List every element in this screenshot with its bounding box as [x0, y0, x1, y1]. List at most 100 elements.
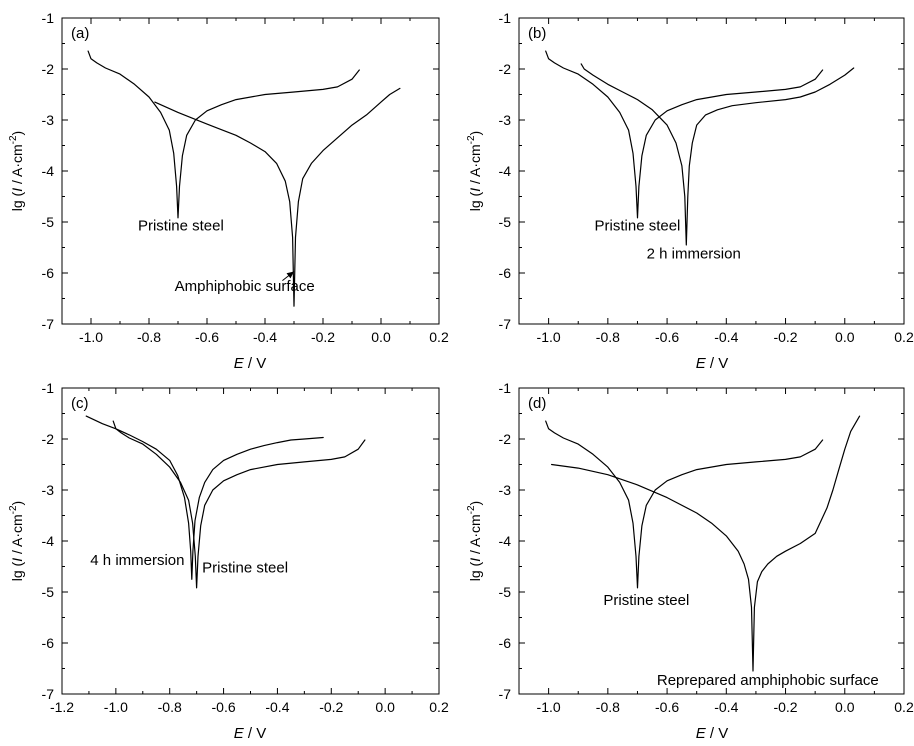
panel-a-annotation-arrowhead [286, 271, 294, 279]
panel-b-y-tick-label: -4 [499, 163, 512, 179]
panel-a-y-axis-label-sup: -2 [8, 135, 19, 144]
panel-c-y-tick-label: -5 [42, 584, 55, 600]
panel-c-annotation-pristine-steel: Pristine steel [202, 560, 288, 577]
panel-a-x-axis-label: E / V [234, 355, 267, 372]
panel-d-y-axis-label-italic: I [467, 558, 483, 562]
panel-c-curve-4-h-immersion [85, 415, 324, 580]
panel-d-y-axis-label: lg (I / A·cm-2) [466, 501, 483, 581]
panel-d-y-tick-label: -3 [499, 482, 512, 498]
panel-a-y-axis-label-italic: I [9, 188, 25, 192]
panel-b-y-tick-label: -5 [499, 214, 512, 230]
panel-d-curve-reprepared-amphiphobic-surface [551, 415, 861, 672]
panel-b-y-tick-label: -3 [499, 112, 512, 128]
panel-b-y-axis-label-sup: -2 [466, 135, 477, 144]
panel-c-x-tick-label: -0.6 [212, 699, 236, 715]
panel-d-plot-frame [518, 387, 905, 695]
panel-d-y-tick-label: -7 [499, 686, 512, 702]
panel-a-y-axis-label-pre: lg ( [9, 191, 25, 211]
panel-a-y-tick-label: -6 [42, 265, 55, 281]
panel-c-x-tick-label: 0.0 [375, 699, 395, 715]
panel-c-y-tick-label: -3 [42, 482, 55, 498]
panel-a-y-tick-label: -2 [42, 61, 55, 77]
panel-b-annotation-2-h-immersion: 2 h immersion [647, 246, 741, 263]
panel-a-y-tick-label: -3 [42, 112, 55, 128]
panel-b-x-axis-label-symbol: E [696, 355, 707, 372]
panel-d: -1.0 -0.8 -0.6 -0.4 -0.2 0.0 0.2 -7 -6 -5 -4 -3 -2 -1… [466, 380, 914, 742]
panel-a-curve-amphiphobic-surface [154, 87, 401, 307]
panel-d-y-axis-label-sup: -2 [466, 505, 477, 514]
panel-b-y-tick-label: -7 [499, 316, 512, 332]
panel-d-y-tick-label: -2 [499, 431, 512, 447]
panel-c-annotation-4-h-immersion: 4 h immersion [90, 552, 184, 569]
panel-a-x-axis-label-unit: / V [244, 355, 267, 372]
panel-a-x-tick-label: -0.2 [311, 329, 335, 345]
panel-c-x-tick-label: -0.2 [319, 699, 343, 715]
panel-c-x-tick-label: 0.2 [429, 699, 449, 715]
panel-d-x-tick-label: -1.0 [537, 699, 561, 715]
panel-d-x-tick-label: -0.6 [655, 699, 679, 715]
panel-c-x-tick-label: -0.4 [265, 699, 289, 715]
panel-b-y-axis-label: lg (I / A·cm-2) [466, 131, 483, 211]
panel-d-x-tick-label: -0.8 [596, 699, 620, 715]
panel-a-label: (a) [71, 25, 89, 42]
panel-d-annotation-pristine-steel: Pristine steel [603, 592, 689, 609]
panel-b-x-tick-label: 0.2 [894, 329, 914, 345]
panel-a-x-tick-label: 0.2 [429, 329, 449, 345]
panel-a-x-tick-label: 0.0 [371, 329, 391, 345]
panel-d-y-tick-label: -4 [499, 533, 512, 549]
panel-c-y-tick-label: -1 [42, 380, 55, 396]
panel-c-label: (c) [71, 395, 89, 412]
panel-a-y-tick-label: -5 [42, 214, 55, 230]
panel-b-x-tick-label: -0.4 [714, 329, 738, 345]
panel-c-y-tick-label: -6 [42, 635, 55, 651]
panel-d-annotation-reprepared-amphiphobic-surface: Reprepared amphiphobic surface [657, 672, 879, 689]
panel-d-label: (d) [528, 395, 546, 412]
panel-b-curve-pristine-steel [545, 50, 824, 219]
panel-d-x-tick-label: -0.4 [714, 699, 738, 715]
panel-c-y-axis-label-pre: lg ( [9, 561, 25, 581]
panel-d-y-tick-label: -5 [499, 584, 512, 600]
panel-c-y-tick-label: -2 [42, 431, 55, 447]
panel-c-x-tick-label: -0.8 [158, 699, 182, 715]
panel-c-x-tick-label: -1.0 [104, 699, 128, 715]
panel-b-x-tick-label: -0.6 [655, 329, 679, 345]
panel-d-x-tick-label: -0.2 [773, 699, 797, 715]
panel-c-x-axis-label: E / V [234, 725, 267, 742]
panel-c-x-axis-label-symbol: E [234, 725, 245, 742]
panel-b-x-tick-label: -0.8 [596, 329, 620, 345]
panel-b: -1.0 -0.8 -0.6 -0.4 -0.2 0.0 0.2 -7 -6 -5 -4 -3 -2 -1… [466, 10, 914, 372]
panel-c-y-tick-label: -4 [42, 533, 55, 549]
panel-c-y-tick-label: -7 [42, 686, 55, 702]
panel-d-x-tick-label: 0.0 [835, 699, 855, 715]
panel-a-annotation-amphiphobic-surface: Amphiphobic surface [175, 278, 315, 295]
panel-b-y-axis-label-italic: I [467, 188, 483, 192]
panel-c-plot-frame [61, 387, 440, 695]
panel-b-x-axis-label-unit: / V [706, 355, 729, 372]
panel-b-y-tick-label: -2 [499, 61, 512, 77]
panel-b-y-axis-label-post: ) [467, 131, 483, 136]
panel-b-annotation-pristine-steel: Pristine steel [595, 218, 681, 235]
panel-c-y-axis-label-sup: -2 [8, 505, 19, 514]
panel-a-x-axis-label-symbol: E [234, 355, 245, 372]
panel-d-x-axis-label-symbol: E [696, 725, 707, 742]
panel-b-y-tick-label: -1 [499, 10, 512, 26]
panel-a: -1.0 -0.8 -0.6 -0.4 -0.2 0.0 0.2 -7 -6 -5 -4 -3 -2 -1… [8, 10, 449, 372]
panel-b-x-tick-label: 0.0 [835, 329, 855, 345]
panel-c-x-axis-label-unit: / V [244, 725, 267, 742]
panel-b-x-axis-label: E / V [696, 355, 729, 372]
panel-d-y-tick-label: -6 [499, 635, 512, 651]
panel-b-label: (b) [528, 25, 546, 42]
panel-c-curve-pristine-steel [112, 420, 366, 589]
panel-a-x-tick-label: -0.6 [195, 329, 219, 345]
panel-b-curve-2-h-immersion [580, 63, 855, 246]
panel-a-y-axis-label: lg (I / A·cm-2) [8, 131, 25, 211]
panel-b-y-axis-label-pre: lg ( [467, 191, 483, 211]
panel-a-x-tick-label: -1.0 [79, 329, 103, 345]
panel-c-y-axis-label: lg (I / A·cm-2) [8, 501, 25, 581]
panel-a-x-tick-label: -0.4 [253, 329, 277, 345]
panel-b-x-tick-label: -1.0 [537, 329, 561, 345]
panel-d-y-axis-label-pre: lg ( [467, 561, 483, 581]
panel-b-x-tick-label: -0.2 [773, 329, 797, 345]
panel-d-x-axis-label: E / V [696, 725, 729, 742]
